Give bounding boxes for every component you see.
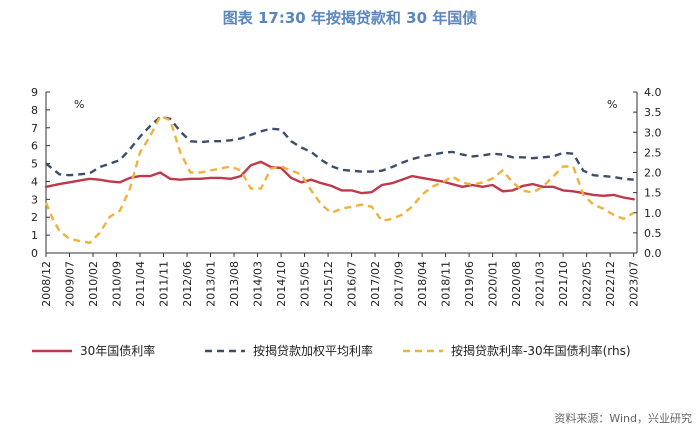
right-tick-label: 1.0 [644,207,662,220]
left-tick-label: 2 [31,211,38,224]
series-line-2 [45,115,634,181]
x-tick-label: 2010/09 [111,261,124,307]
left-tick-label: 9 [31,86,38,99]
source-note: 资料来源：Wind，兴业研究 [554,412,692,425]
x-tick-label: 2011/04 [134,261,147,307]
legend-label-1: 30年国债利率 [80,343,155,358]
x-tick-label: 2009/07 [63,261,76,307]
x-tick-label: 2017/09 [393,261,406,307]
x-tick-label: 2022/12 [604,261,617,307]
x-tick-label: 2015/12 [322,261,335,307]
left-tick-label: 3 [31,193,38,206]
left-tick-label: 5 [31,158,38,171]
left-tick-label: 4 [31,175,38,188]
x-tick-label: 2018/11 [440,261,453,307]
right-tick-label: 0.0 [644,247,662,260]
x-tick-label: 2019/06 [463,261,476,307]
x-tick-label: 2014/03 [252,261,265,307]
x-tick-label: 2011/11 [158,261,171,307]
legend-label-2: 按揭贷款加权平均利率 [253,343,373,358]
series-lines [44,114,635,245]
series-line-1 [44,160,635,201]
legend: 30年国债利率 按揭贷款加权平均利率 按揭贷款利率-30年国债利率(rhs) [32,343,631,358]
right-axis: 0.0 0.5 1.0 1.5 2.0 2.5 3.0 3.5 4.0 [633,86,662,260]
x-tick-label: 2022/05 [581,261,594,307]
x-tick-label: 2012/06 [181,261,194,307]
x-tick-label: 2017/02 [369,261,382,307]
x-tick-label: 2013/08 [228,261,241,307]
x-tick-label: 2008/12 [40,261,53,307]
x-tick-label: 2023/07 [628,261,641,307]
right-tick-label: 2.0 [644,167,662,180]
left-tick-label: 6 [31,140,38,153]
left-tick-label: 7 [31,122,38,135]
x-tick-label: 2018/04 [416,261,429,307]
x-axis: 2008/12 2009/07 2010/02 2010/09 2011/04 2011/… [40,252,641,307]
x-tick-label: 2021/10 [557,261,570,307]
left-tick-label: 8 [31,104,38,117]
right-axis-unit-label: % [607,98,617,111]
x-tick-label: 2020/01 [487,261,500,307]
x-tick-label: 2021/03 [534,261,547,307]
x-tick-label: 2015/05 [299,261,312,307]
right-tick-label: 2.5 [644,146,662,159]
right-tick-label: 4.0 [644,86,662,99]
right-tick-label: 3.0 [644,126,662,139]
chart-title: 图表 17:30 年按揭贷款和 30 年国债 [222,9,478,27]
x-tick-label: 2013/01 [205,261,218,307]
right-tick-label: 0.5 [644,227,662,240]
right-tick-label: 3.5 [644,106,662,119]
left-tick-label: 1 [31,229,38,242]
series-line-3 [44,114,635,245]
left-axis-unit-label: % [74,98,84,111]
x-tick-label: 2016/07 [346,261,359,307]
x-tick-label: 2020/08 [510,261,523,307]
left-tick-label: 0 [31,247,38,260]
right-tick-label: 1.5 [644,187,662,200]
legend-label-3: 按揭贷款利率-30年国债利率(rhs) [451,343,631,358]
x-tick-label: 2014/10 [275,261,288,307]
left-axis: 0 1 2 3 4 5 6 7 8 9 [31,86,50,260]
x-tick-label: 2010/02 [87,261,100,307]
